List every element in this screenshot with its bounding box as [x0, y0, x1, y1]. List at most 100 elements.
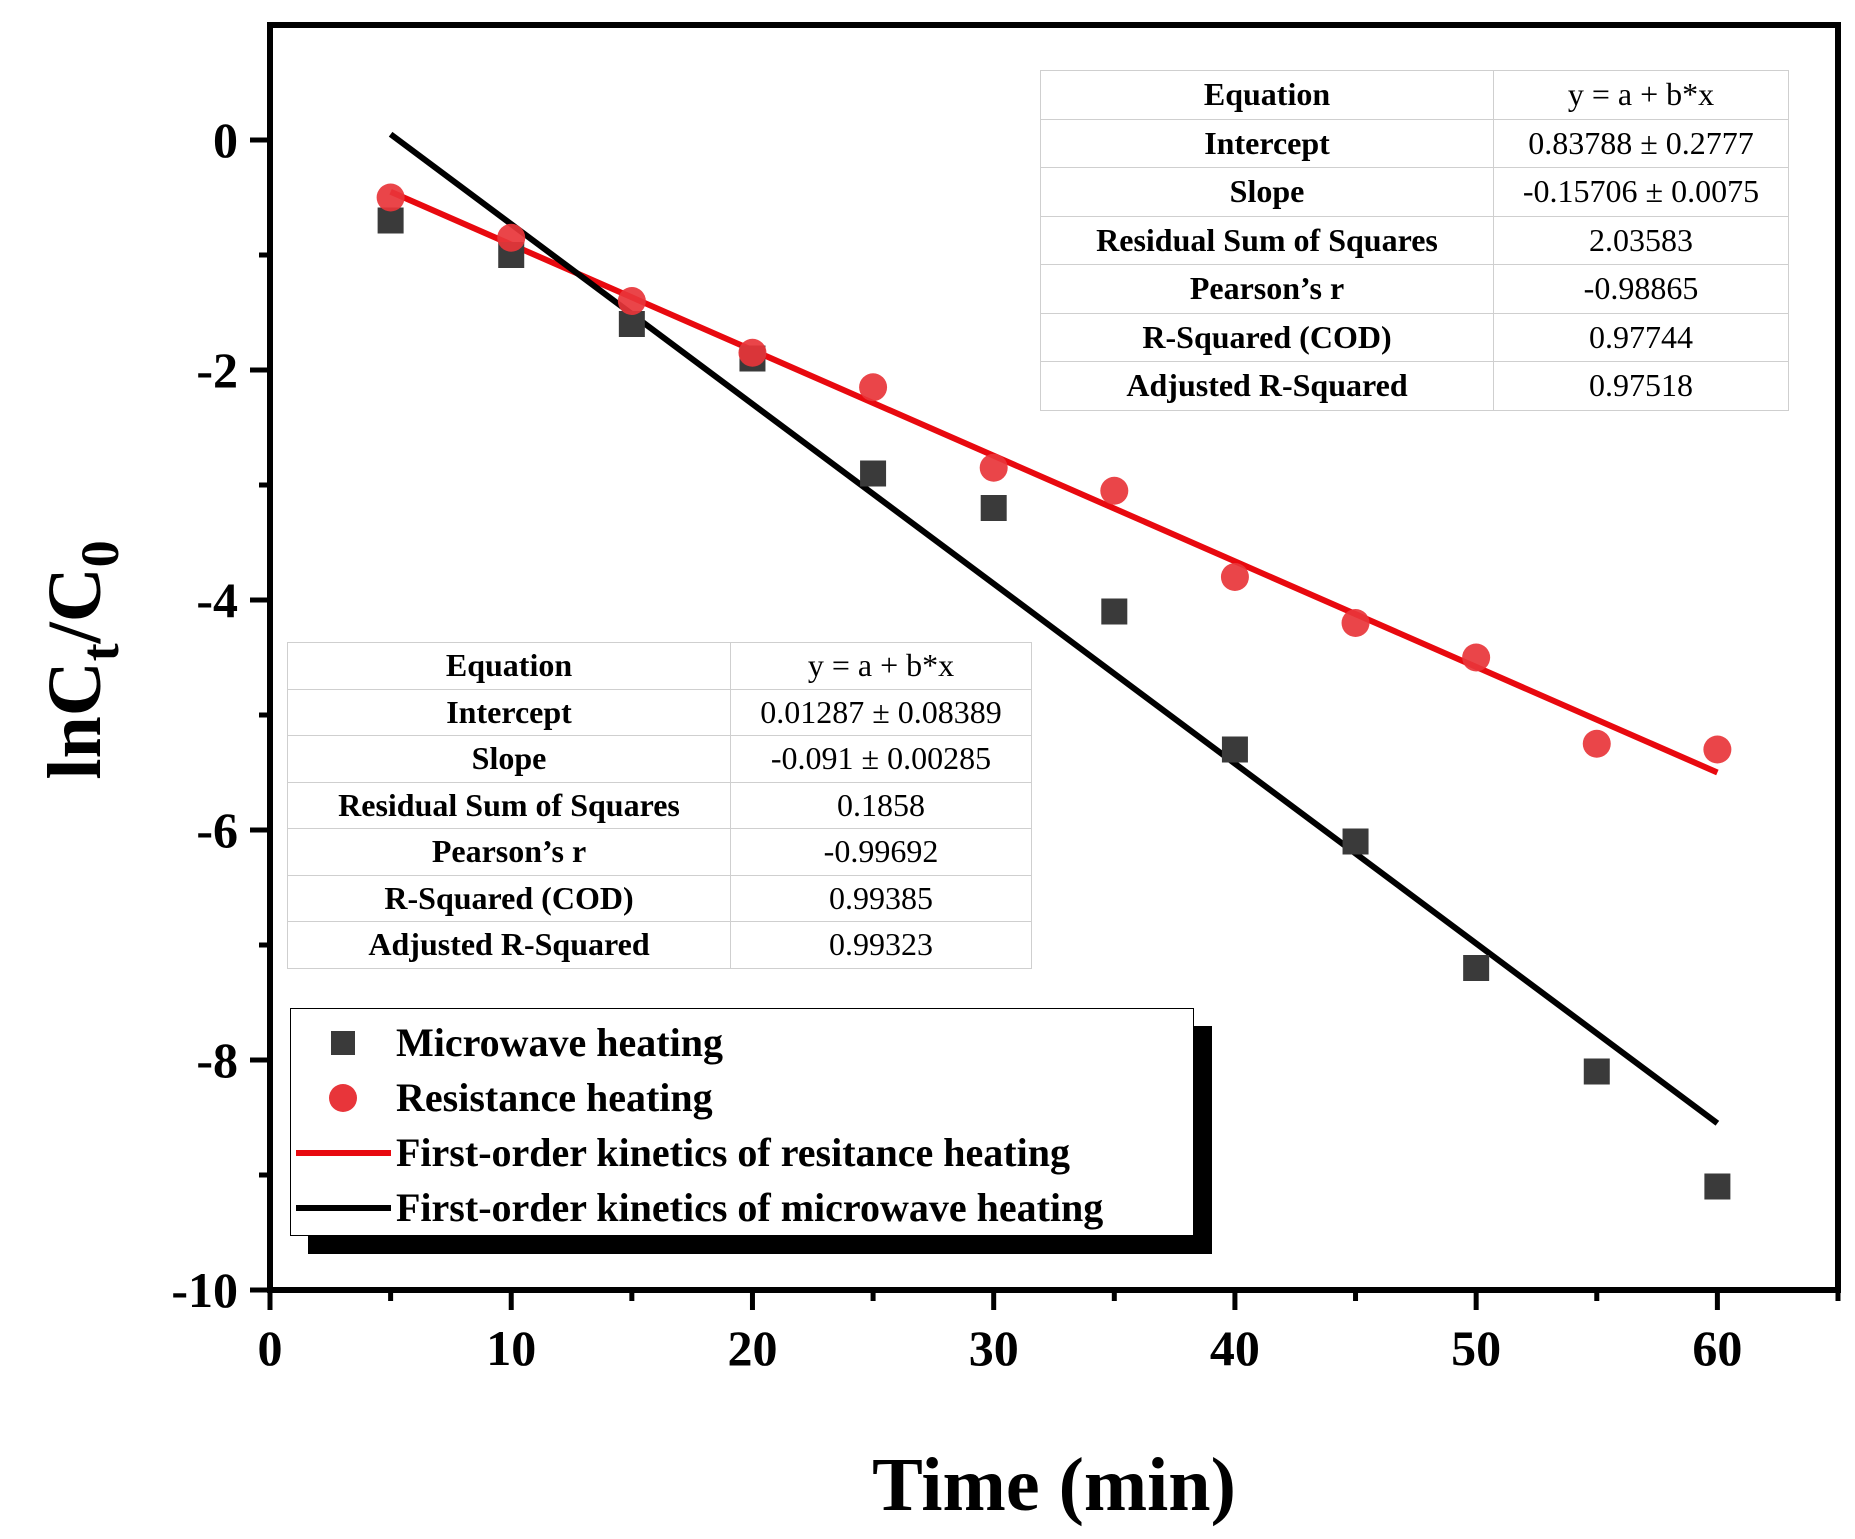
x-tick-label: 0	[258, 1320, 283, 1376]
microwave-point	[618, 311, 645, 337]
y-tick-label: 0	[213, 112, 238, 168]
stat-value: 0.01287 ± 0.08389	[730, 688, 1032, 736]
legend-item-fit-microwave: First-order kinetics of microwave heatin…	[291, 1180, 1191, 1235]
stat-label: Pearson’s r	[287, 828, 731, 876]
y-tick-label: -4	[196, 572, 238, 628]
x-tick-label: 10	[486, 1320, 536, 1376]
microwave-point	[1463, 955, 1490, 981]
resistance-table-row: R-Squared (COD) 0.97744	[1040, 312, 1789, 362]
stat-value: -0.091 ± 0.00285	[730, 735, 1032, 783]
stat-value: -0.98865	[1493, 264, 1789, 314]
resistance-table-row: Adjusted R-Squared 0.97518	[1040, 361, 1789, 411]
x-axis-title: Time (min)	[872, 1443, 1236, 1527]
fit-lines	[388, 131, 1720, 1126]
legend-item-resistance: Resistance heating	[291, 1070, 1191, 1125]
microwave-table-row: Slope -0.091 ± 0.00285	[287, 735, 1032, 783]
stat-value: y = a + b*x	[1493, 70, 1789, 120]
resistance-point	[497, 223, 526, 252]
resistance-point	[1220, 563, 1249, 591]
legend-item-fit-resistance: First-order kinetics of resitance heatin…	[291, 1125, 1191, 1180]
microwave-point	[860, 460, 887, 487]
microwave-table-row: Equation y = a + b*x	[287, 642, 1032, 690]
legend-label: Microwave heating	[396, 1020, 723, 1065]
microwave-point	[1704, 1173, 1731, 1200]
stat-label: Residual Sum of Squares	[287, 781, 731, 829]
y-title-denominator: /C	[33, 567, 117, 644]
stat-label: R-Squared (COD)	[1040, 312, 1494, 362]
stat-label: Pearson’s r	[1040, 264, 1494, 314]
microwave-table-row: R-Squared (COD) 0.99385	[287, 874, 1032, 922]
legend-label: Resistance heating	[396, 1075, 713, 1120]
stat-label: R-Squared (COD)	[287, 874, 731, 922]
legend-item-microwave: Microwave heating	[291, 1015, 1191, 1070]
stat-value: 0.99323	[730, 921, 1032, 969]
x-tick-label: 60	[1692, 1320, 1742, 1376]
resistance-point	[979, 453, 1008, 482]
resistance-point	[738, 338, 767, 367]
legend-box: Microwave heating Resistance heating Fir…	[290, 1008, 1194, 1236]
stat-value: 0.97744	[1493, 312, 1789, 362]
x-tick-label: 40	[1210, 1320, 1260, 1376]
microwave-table-row: Residual Sum of Squares 0.1858	[287, 781, 1032, 829]
microwave-table-row: Intercept 0.01287 ± 0.08389	[287, 688, 1032, 736]
fit-line	[389, 189, 1719, 776]
legend-square-marker	[291, 1015, 396, 1070]
fit-table-resistance: Equation y = a + b*x Intercept 0.83788 ± 0.…	[1040, 70, 1789, 411]
resistance-point	[1100, 476, 1129, 505]
stat-label: Adjusted R-Squared	[1040, 361, 1494, 411]
resistance-point	[1582, 729, 1611, 758]
microwave-point	[1583, 1058, 1610, 1085]
resistance-point	[617, 287, 646, 315]
microwave-table-row: Adjusted R-Squared 0.99323	[287, 921, 1032, 969]
stat-value: -0.15706 ± 0.0075	[1493, 167, 1789, 217]
legend-circle-marker	[291, 1070, 396, 1125]
y-title-main: lnC	[33, 661, 117, 779]
axes: 0 10 20 30 40 50 60 0 -2 -4 -6 -8 -10	[171, 22, 1841, 1376]
legend-label: First-order kinetics of resitance heatin…	[396, 1130, 1070, 1175]
y-tick-label: -2	[196, 342, 238, 398]
resistance-table-row: Equation y = a + b*x	[1040, 70, 1789, 120]
x-tick-label: 30	[969, 1320, 1019, 1376]
x-tick-label: 20	[727, 1320, 777, 1376]
stat-label: Slope	[1040, 167, 1494, 217]
stat-label: Equation	[1040, 70, 1494, 120]
stat-value: 0.99385	[730, 874, 1032, 922]
stat-label: Intercept	[1040, 118, 1494, 168]
resistance-table-row: Residual Sum of Squares 2.03583	[1040, 215, 1789, 265]
y-title-subscript: t	[70, 643, 130, 661]
stat-label: Residual Sum of Squares	[1040, 215, 1494, 265]
y-tick-label: -10	[171, 1262, 238, 1318]
y-tick-label: -6	[196, 802, 238, 858]
stat-label: Adjusted R-Squared	[287, 921, 731, 969]
stat-value: 2.03583	[1493, 215, 1789, 265]
microwave-table-row: Pearson’s r -0.99692	[287, 828, 1032, 876]
y-axis-title: lnCt/C0	[33, 540, 130, 779]
microwave-point	[377, 207, 404, 234]
resistance-table-row: Pearson’s r -0.98865	[1040, 264, 1789, 314]
data-points	[376, 183, 1732, 1200]
stat-value: 0.97518	[1493, 361, 1789, 411]
microwave-point	[980, 495, 1007, 521]
resistance-point	[859, 373, 888, 402]
stat-label: Equation	[287, 642, 731, 690]
y-title-subscript: 0	[70, 540, 130, 567]
legend: Microwave heating Resistance heating Fir…	[290, 1008, 1212, 1254]
fit-table-microwave: Equation y = a + b*x Intercept 0.01287 ± 0.…	[287, 642, 1032, 969]
fit-line	[388, 131, 1720, 1126]
plot-frame	[267, 22, 1841, 1293]
stat-value: 0.83788 ± 0.2777	[1493, 118, 1789, 168]
stat-value: 0.1858	[730, 781, 1032, 829]
stat-value: -0.99692	[730, 828, 1032, 876]
resistance-table-row: Intercept 0.83788 ± 0.2777	[1040, 118, 1789, 168]
stat-label: Slope	[287, 735, 731, 783]
resistance-table-row: Slope -0.15706 ± 0.0075	[1040, 167, 1789, 217]
legend-label: First-order kinetics of microwave heatin…	[396, 1185, 1104, 1230]
legend-black-line	[291, 1180, 396, 1235]
resistance-point	[1341, 609, 1370, 637]
axis-labels: Time (min)lnCt/C0	[33, 540, 1236, 1527]
resistance-point	[1462, 643, 1491, 672]
microwave-point	[1342, 828, 1369, 855]
resistance-point	[376, 183, 405, 212]
y-tick-label: -8	[196, 1032, 238, 1088]
